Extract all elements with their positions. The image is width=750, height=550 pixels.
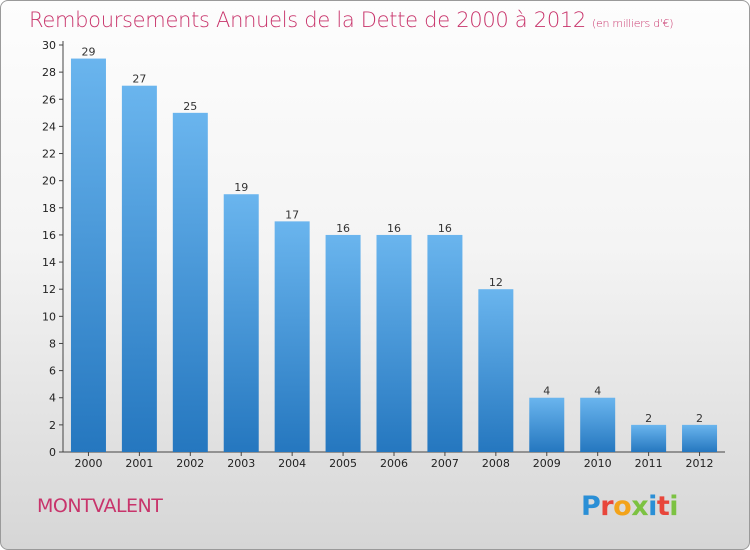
- x-tick-label: 2005: [329, 457, 357, 470]
- logo-letter: o: [613, 491, 632, 522]
- data-label: 16: [336, 222, 350, 235]
- x-tick-label: 2002: [176, 457, 204, 470]
- bar-2012: [682, 424, 718, 452]
- x-tick-label: 2008: [482, 457, 510, 470]
- y-tick-label: 14: [42, 256, 56, 269]
- y-tick-label: 22: [42, 148, 56, 161]
- y-tick-label: 4: [49, 392, 56, 405]
- data-label: 17: [285, 208, 299, 221]
- x-tick-label: 2001: [125, 457, 153, 470]
- logo-letter: i: [669, 491, 679, 522]
- x-tick-label: 2003: [227, 457, 255, 470]
- logo-letter: r: [600, 491, 614, 522]
- y-tick-label: 26: [42, 93, 56, 106]
- y-tick-label: 6: [49, 365, 56, 378]
- bar-2003: [223, 194, 259, 452]
- y-tick-label: 24: [42, 120, 56, 133]
- bar-2000: [70, 58, 106, 453]
- y-tick-label: 30: [42, 39, 56, 52]
- logo-letter: t: [656, 491, 670, 522]
- chart-subtitle: (en milliers d'€): [592, 17, 674, 30]
- bar-2001: [121, 85, 157, 452]
- x-tick-label: 2007: [431, 457, 459, 470]
- bar-2010: [580, 397, 616, 452]
- data-label: 12: [489, 276, 503, 289]
- chart-title: Remboursements Annuels de la Dette de 20…: [29, 8, 673, 32]
- data-label: 2: [696, 412, 703, 425]
- bar-2008: [478, 289, 514, 452]
- data-label: 4: [594, 385, 601, 398]
- x-tick-label: 2010: [584, 457, 612, 470]
- data-label: 19: [234, 181, 248, 194]
- x-tick-label: 2006: [380, 457, 408, 470]
- data-label: 2: [645, 412, 652, 425]
- data-label: 16: [387, 222, 401, 235]
- y-tick-label: 16: [42, 229, 56, 242]
- chart-labels: 29 27 25 19 17 16 16 16 12 4 4 2 2: [81, 46, 703, 425]
- bar-2005: [325, 234, 361, 452]
- bar-2009: [529, 397, 565, 452]
- chart-title-text: Remboursements Annuels de la Dette de 20…: [29, 8, 586, 32]
- logo-letter: x: [631, 491, 649, 522]
- x-tick-label: 2000: [74, 457, 102, 470]
- y-tick-label: 20: [42, 175, 56, 188]
- bar-series: [70, 58, 718, 453]
- data-label: 4: [543, 385, 550, 398]
- x-tick-label: 2011: [635, 457, 663, 470]
- x-tick-label: 2012: [686, 457, 714, 470]
- proxiti-logo[interactable]: Proxiti: [581, 491, 679, 522]
- y-tick-label: 0: [49, 446, 56, 459]
- y-tick-label: 28: [42, 66, 56, 79]
- city-name: MONTVALENT: [37, 495, 163, 517]
- x-tick-label: 2004: [278, 457, 306, 470]
- data-label: 27: [132, 73, 146, 86]
- y-tick-label: 2: [49, 419, 56, 432]
- data-label: 16: [438, 222, 452, 235]
- y-tick-label: 8: [49, 337, 56, 350]
- x-tick-label: 2009: [533, 457, 561, 470]
- y-tick-label: 10: [42, 310, 56, 323]
- logo-letter: i: [648, 491, 657, 522]
- bar-2007: [427, 234, 463, 452]
- bar-2004: [274, 221, 310, 452]
- data-label: 25: [183, 100, 197, 113]
- bar-2006: [376, 234, 412, 452]
- bar-2002: [172, 112, 208, 452]
- data-label: 29: [81, 46, 95, 59]
- y-tick-label: 18: [42, 202, 56, 215]
- y-tick-label: 12: [42, 283, 56, 296]
- bar-2011: [631, 424, 667, 452]
- logo-letter: P: [581, 491, 601, 522]
